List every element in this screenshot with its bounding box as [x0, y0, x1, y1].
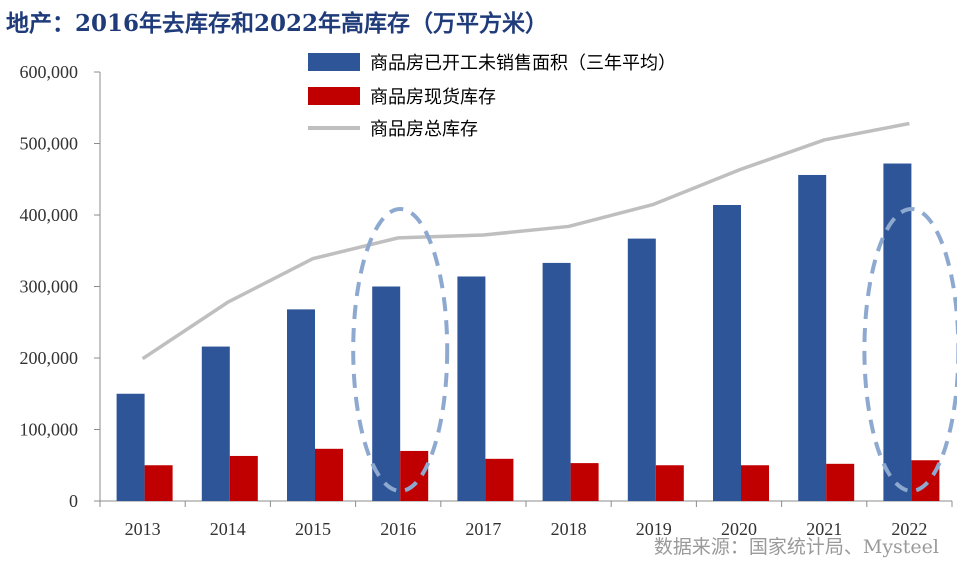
bar-spot-inventory	[485, 458, 514, 501]
x-tick-label: 2019	[636, 519, 672, 539]
legend-label: 商品房现货库存	[370, 87, 496, 108]
bar-unsold-area	[287, 309, 315, 501]
bar-unsold-area	[713, 204, 741, 502]
bar-spot-inventory	[826, 463, 855, 501]
bar-group	[116, 163, 940, 502]
x-tick-label: 2016	[380, 519, 416, 539]
line-total-inventory	[141, 121, 910, 361]
bar-spot-inventory	[315, 448, 343, 501]
bar-unsold-area	[116, 393, 145, 501]
legend-label: 商品房总库存	[370, 119, 478, 140]
bar-unsold-area	[627, 238, 656, 501]
highlight-ellipse-2022	[862, 207, 957, 493]
legend-swatch	[308, 53, 360, 71]
bar-spot-inventory	[741, 465, 769, 501]
bar-spot-inventory	[229, 455, 258, 501]
bar-unsold-area	[883, 163, 912, 501]
x-tick-label: 2014	[210, 519, 246, 539]
legend-label: 商品房已开工未销售面积（三年平均）	[370, 53, 676, 74]
y-tick-label: 0	[69, 491, 78, 511]
bar-unsold-area	[201, 346, 230, 501]
bar-spot-inventory	[400, 450, 429, 501]
y-axis: 0 100,000 200,000 300,000 400,000 500,000 600,…	[20, 62, 101, 511]
y-tick-label: 500,000	[20, 134, 79, 154]
bar-unsold-area	[372, 286, 401, 501]
y-tick-label: 200,000	[20, 348, 79, 368]
x-tick-label: 2018	[551, 519, 587, 539]
x-tick-label: 2020	[721, 519, 757, 539]
x-tick-label: 2013	[125, 519, 161, 539]
y-tick-label: 300,000	[20, 277, 79, 297]
source-note: 数据来源：国家统计局、Mysteel	[653, 536, 939, 558]
x-tick-label: 2017	[465, 519, 501, 539]
bar-spot-inventory	[570, 463, 599, 501]
bar-unsold-area	[457, 276, 486, 501]
y-tick-label: 100,000	[20, 420, 79, 440]
legend-swatch	[308, 87, 360, 105]
highlight-ellipse-2016	[351, 207, 450, 493]
bar-unsold-area	[798, 174, 827, 501]
x-tick-label: 2021	[806, 519, 842, 539]
x-tick-label: 2015	[295, 519, 331, 539]
bar-spot-inventory	[655, 465, 684, 501]
bar-unsold-area	[542, 262, 571, 501]
x-tick-label: 2022	[891, 519, 927, 539]
y-tick-label: 600,000	[20, 62, 79, 82]
bar-spot-inventory	[911, 460, 940, 501]
highlight-group	[351, 207, 957, 493]
total-inventory-line	[141, 121, 910, 361]
y-tick-label: 400,000	[20, 205, 79, 225]
chart-title: 地产：2016年去库存和2022年高库存（万平方米）	[6, 10, 549, 37]
bar-spot-inventory	[144, 465, 173, 501]
